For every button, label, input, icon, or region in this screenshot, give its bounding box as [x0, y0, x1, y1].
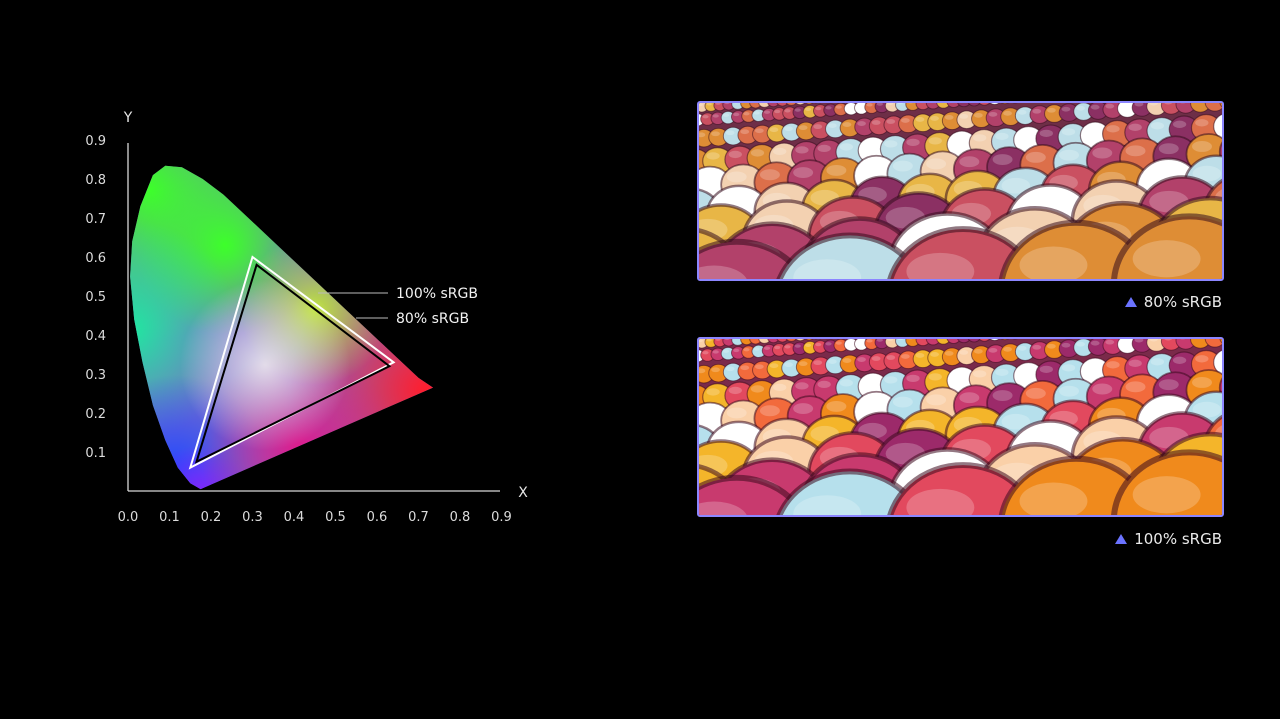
spectral-locus-fill — [130, 165, 433, 490]
axes: 0.0 0.1 0.2 0.3 0.4 0.5 0.6 0.7 0.8 0.9 0.1 0.2 0.3 0… — [85, 110, 528, 525]
x-tick-label: 0.9 — [491, 510, 512, 525]
y-tick-label: 0.5 — [85, 290, 106, 305]
x-tick-label: 0.6 — [367, 510, 388, 525]
gamut-triangle-80 — [194, 263, 392, 464]
x-tick-label: 0.2 — [201, 510, 222, 525]
y-tick-label: 0.7 — [85, 212, 106, 227]
x-tick-label: 0.4 — [284, 510, 305, 525]
x-tick-label: 0.3 — [242, 510, 263, 525]
sample-image-100-srgb — [697, 337, 1224, 517]
sample-picture — [699, 103, 1222, 279]
x-tick-label: 0.1 — [159, 510, 180, 525]
x-tick-label: 0.7 — [408, 510, 429, 525]
triangle-icon — [1124, 297, 1137, 307]
x-tick-label: 0.0 — [118, 510, 139, 525]
x-tick-label: 0.8 — [450, 510, 471, 525]
y-tick-label: 0.9 — [85, 134, 106, 149]
y-tick-label: 0.1 — [85, 446, 106, 461]
y-tick-label: 0.6 — [85, 251, 106, 266]
sample-picture — [699, 339, 1222, 515]
caption-label: 80% sRGB — [1143, 293, 1222, 311]
y-axis-label: Y — [123, 110, 133, 126]
y-tick-label: 0.2 — [85, 407, 106, 422]
callout-80-srgb: 80% sRGB — [396, 311, 469, 327]
caption-100-srgb: 100% sRGB — [1115, 530, 1222, 548]
x-tick-label: 0.5 — [325, 510, 346, 525]
callout-100-srgb: 100% sRGB — [396, 286, 478, 302]
y-tick-label: 0.8 — [85, 173, 106, 188]
triangle-icon — [1115, 534, 1128, 544]
caption-label: 100% sRGB — [1134, 530, 1222, 548]
caption-80-srgb: 80% sRGB — [1124, 293, 1222, 311]
y-tick-label: 0.4 — [85, 329, 106, 344]
gamut-triangles — [188, 255, 396, 470]
y-tick-label: 0.3 — [85, 368, 106, 383]
chromaticity-diagram: 0.0 0.1 0.2 0.3 0.4 0.5 0.6 0.7 0.8 0.9 0.1 0.2 0.3 0… — [85, 110, 528, 525]
sample-image-80-srgb — [697, 101, 1224, 281]
x-axis-label: X — [518, 485, 528, 501]
